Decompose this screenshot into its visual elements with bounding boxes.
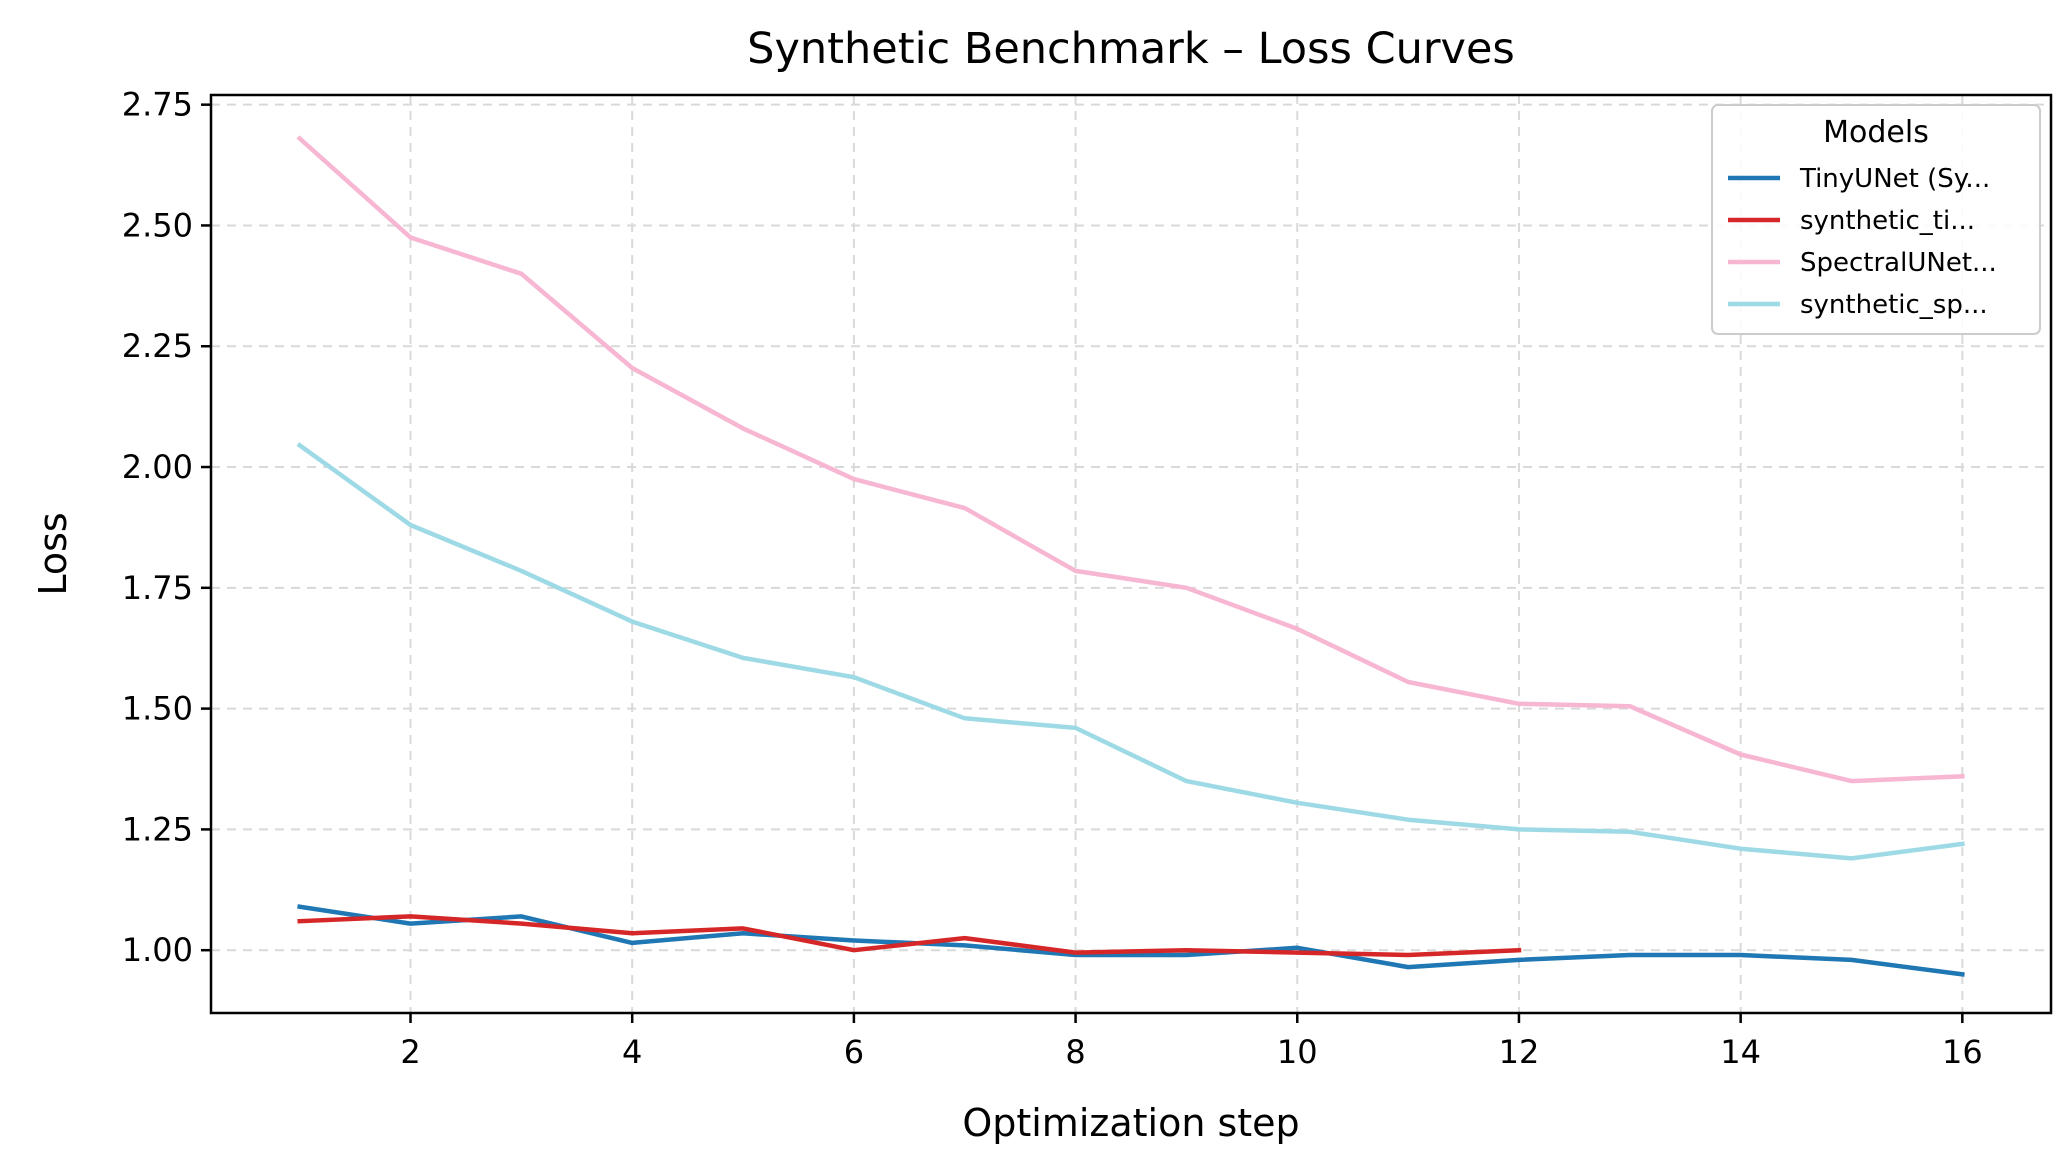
legend-label: SpectralUNet... (1800, 248, 1997, 278)
legend-label: TinyUNet (Sy... (1799, 164, 1990, 194)
legend-entries: TinyUNet (Sy... synthetic_ti... SpectralUN… (1728, 164, 1997, 320)
legend-box (1711, 104, 2041, 335)
x-tick-label: 12 (1499, 1033, 1540, 1071)
y-tick-label: 1.25 (122, 810, 193, 848)
legend-label: synthetic_ti... (1800, 206, 1975, 236)
legend-title: Models (1823, 115, 1929, 150)
x-axis-ticks: 2 4 6 8 10 12 14 16 (400, 1013, 1983, 1071)
y-tick-label: 2.50 (122, 206, 193, 244)
series-line (296, 442, 1965, 861)
x-tick-label: 14 (1720, 1033, 1761, 1071)
plot-frame (209, 93, 2053, 1015)
y-axis-label: Loss (31, 512, 75, 595)
y-tick-label: 1.75 (122, 569, 193, 607)
chart-title: Synthetic Benchmark – Loss Curves (747, 24, 1515, 74)
legend-label: synthetic_sp... (1800, 290, 1988, 320)
y-tick-label: 2.75 (122, 86, 193, 124)
x-tick-label: 10 (1277, 1033, 1318, 1071)
y-tick-label: 1.00 (122, 931, 193, 969)
series-line (296, 135, 1965, 784)
series-line (297, 914, 1522, 958)
y-tick-label: 2.25 (122, 327, 193, 365)
x-tick-label: 2 (400, 1033, 420, 1071)
x-axis-label: Optimization step (962, 1101, 1299, 1145)
x-tick-label: 8 (1065, 1033, 1085, 1071)
x-tick-label: 4 (622, 1033, 642, 1071)
y-tick-label: 2.00 (122, 448, 193, 486)
series-lines (296, 135, 1965, 977)
x-tick-label: 16 (1942, 1033, 1983, 1071)
y-axis-ticks: 1.00 1.25 1.50 1.75 2.00 2.25 2.50 2.75 (122, 86, 211, 969)
x-tick-label: 6 (844, 1033, 864, 1071)
y-tick-label: 1.50 (122, 690, 193, 728)
legend: Models TinyUNet (Sy... synthetic_ti... Spe… (1711, 104, 2041, 335)
